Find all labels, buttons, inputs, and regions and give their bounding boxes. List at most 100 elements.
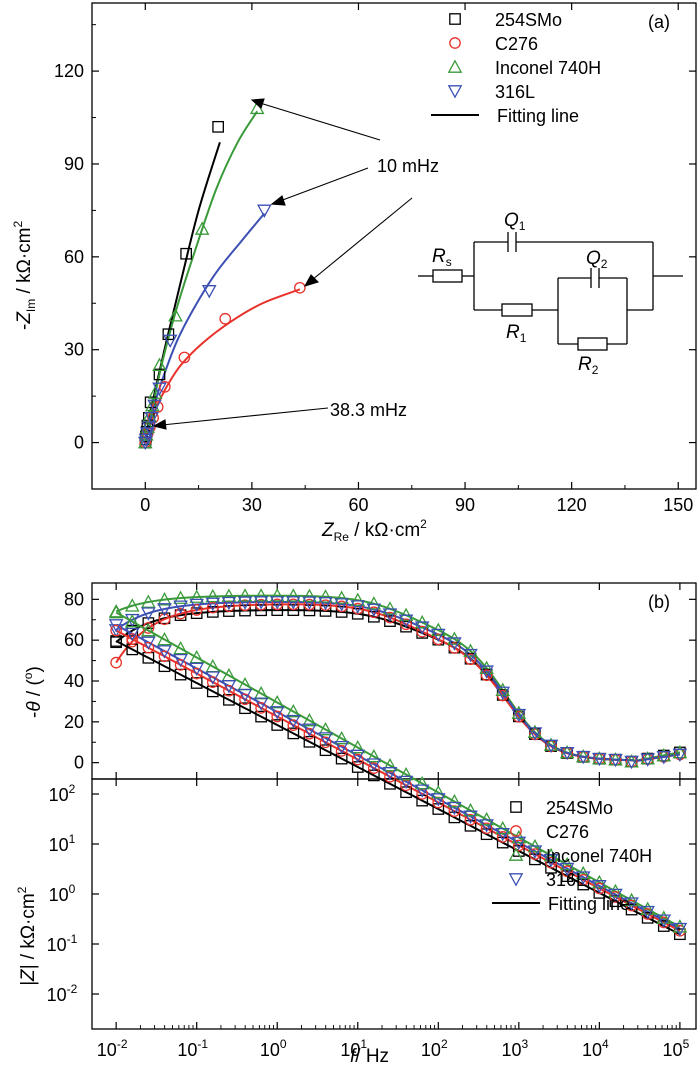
nyquist-marker bbox=[168, 308, 183, 322]
modulus-x-tick-label: 101 bbox=[340, 1037, 367, 1060]
bode-phase-plot: 0 20 40 60 80 (b) -θ / (o) bbox=[21, 582, 697, 780]
phase-marker bbox=[543, 739, 559, 754]
phase-y-tick-label: 0 bbox=[74, 753, 84, 773]
modulus-marker bbox=[656, 914, 672, 928]
phase-marker bbox=[543, 737, 559, 751]
phase-marker bbox=[157, 592, 172, 606]
nyquist-marker bbox=[194, 221, 210, 235]
modulus-marker bbox=[674, 928, 686, 941]
phase-marker bbox=[206, 601, 219, 614]
modulus-marker bbox=[640, 901, 655, 916]
modulus-marker bbox=[221, 680, 237, 694]
modulus-marker bbox=[382, 757, 398, 772]
panel-b-label: (b) bbox=[648, 592, 670, 612]
phase-marker bbox=[190, 604, 203, 616]
nyquist-marker bbox=[257, 204, 272, 218]
modulus-marker bbox=[561, 870, 573, 882]
phase-fit-line bbox=[115, 600, 681, 763]
modulus-ticks: 10-2 10-1 100 101 102 103 104 105 10-2 10-1 100 101… bbox=[47, 779, 696, 1060]
modulus-y-tick-label: 100 bbox=[49, 882, 76, 905]
modulus-y-tick-label: 10-1 bbox=[47, 932, 78, 955]
modulus-marker bbox=[351, 753, 364, 766]
phase-marker bbox=[221, 588, 237, 602]
phase-marker bbox=[464, 653, 477, 666]
modulus-marker bbox=[255, 710, 267, 723]
modulus-marker bbox=[592, 874, 607, 889]
modulus-marker bbox=[657, 920, 670, 932]
modulus-y-axis-title: |Z| / kΩ·cm2 bbox=[15, 886, 39, 986]
nyquist-marker bbox=[180, 247, 193, 260]
nyquist-marker bbox=[219, 312, 232, 325]
modulus-marker bbox=[608, 883, 623, 898]
modulus-marker bbox=[511, 836, 527, 851]
modulus-marker bbox=[608, 888, 623, 903]
modulus-x-tick-label: 10-1 bbox=[177, 1037, 208, 1060]
nyquist-marker bbox=[201, 285, 217, 299]
phase-marker bbox=[495, 686, 511, 701]
legend-marker bbox=[449, 37, 461, 49]
modulus-marker bbox=[286, 703, 301, 718]
modulus-marker bbox=[303, 727, 316, 740]
modulus-marker bbox=[335, 745, 348, 757]
phase-marker bbox=[174, 607, 187, 620]
modulus-marker bbox=[174, 659, 187, 671]
nyquist-marker bbox=[140, 419, 156, 433]
phase-marker bbox=[319, 605, 332, 617]
modulus-marker bbox=[269, 706, 285, 720]
modulus-marker bbox=[464, 813, 477, 826]
equivalent-circuit bbox=[418, 232, 683, 351]
phase-marker bbox=[366, 596, 382, 610]
modulus-marker bbox=[350, 749, 366, 764]
phase-marker bbox=[318, 589, 333, 603]
phase-marker bbox=[239, 604, 251, 617]
phase-marker bbox=[223, 605, 235, 617]
phase-marker bbox=[382, 601, 398, 615]
nyquist-fit-line bbox=[144, 288, 301, 443]
phase-marker bbox=[221, 596, 237, 611]
phase-y-tick-label: 20 bbox=[64, 712, 84, 732]
modulus-marker bbox=[173, 640, 188, 655]
phase-marker bbox=[271, 598, 284, 611]
phase-marker bbox=[527, 727, 543, 741]
modulus-x-tick-label: 10-2 bbox=[97, 1037, 128, 1060]
modulus-marker bbox=[190, 667, 203, 680]
modulus-marker bbox=[448, 811, 461, 824]
nyquist-x-tick-label: 30 bbox=[242, 495, 262, 515]
modulus-marker bbox=[255, 702, 267, 714]
phase-marker bbox=[448, 642, 461, 654]
phase-marker bbox=[527, 724, 543, 739]
modulus-marker bbox=[624, 892, 639, 907]
modulus-marker bbox=[575, 871, 591, 885]
modulus-marker bbox=[672, 919, 688, 933]
modulus-marker bbox=[205, 671, 221, 685]
modulus-marker bbox=[559, 862, 575, 877]
legend-label: Inconel 740H bbox=[495, 58, 601, 78]
modulus-y-tick-label: 102 bbox=[49, 782, 76, 805]
modulus-marker bbox=[126, 633, 139, 645]
phase-marker bbox=[255, 598, 267, 611]
phase-marker bbox=[271, 604, 284, 616]
phase-marker bbox=[351, 602, 364, 615]
modulus-marker bbox=[480, 828, 493, 841]
modulus-marker bbox=[512, 839, 525, 852]
phase-marker bbox=[575, 750, 591, 765]
phase-y-tick-label: 60 bbox=[64, 630, 84, 650]
phase-marker bbox=[672, 748, 688, 763]
resistor-rs bbox=[432, 269, 463, 283]
modulus-marker bbox=[414, 775, 430, 790]
modulus-x-tick-label: 103 bbox=[501, 1037, 528, 1060]
modulus-marker bbox=[479, 811, 494, 826]
phase-marker bbox=[303, 604, 316, 617]
nyquist-markers bbox=[138, 100, 306, 451]
modulus-marker bbox=[318, 721, 333, 736]
nyquist-y-tick-label: 120 bbox=[54, 61, 84, 81]
phase-marker bbox=[368, 606, 380, 619]
phase-marker bbox=[335, 606, 348, 618]
modulus-marker bbox=[124, 613, 140, 628]
phase-marker bbox=[335, 600, 348, 613]
modulus-marker bbox=[223, 684, 235, 697]
modulus-marker bbox=[545, 861, 557, 874]
phase-marker bbox=[334, 590, 349, 604]
modulus-marker bbox=[384, 770, 396, 783]
legend-label: 254SMo bbox=[546, 798, 613, 818]
